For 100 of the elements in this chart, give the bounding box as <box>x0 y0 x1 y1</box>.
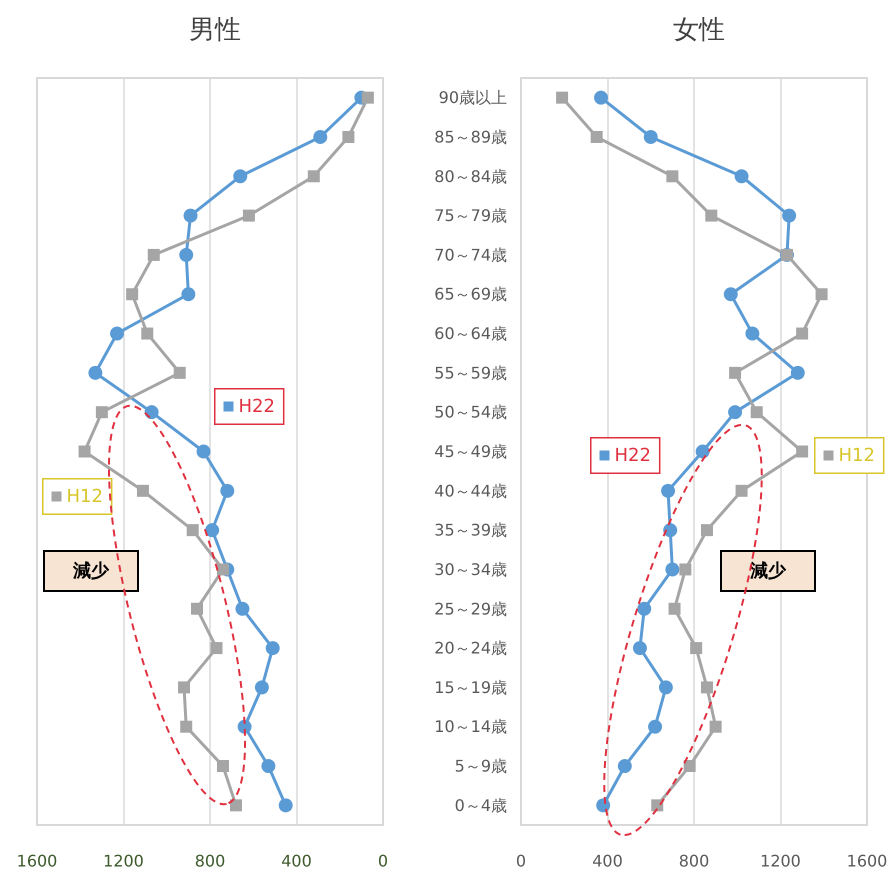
point <box>632 641 647 656</box>
x-tick-label: 800 <box>678 852 710 870</box>
y-tick-label: 20～24歳 <box>434 638 507 658</box>
point <box>736 484 748 497</box>
point <box>710 720 722 733</box>
legend-label: H12 <box>838 445 875 466</box>
point <box>796 446 808 458</box>
point <box>141 328 154 340</box>
point <box>705 210 718 222</box>
point <box>184 208 198 223</box>
y-tick-label: 60～64歳 <box>434 324 507 344</box>
y-tick-label: 35～39歳 <box>434 520 507 540</box>
point <box>590 130 603 143</box>
point <box>181 287 196 302</box>
legend-label: H22 <box>614 445 651 466</box>
x-tick-label: 1200 <box>760 852 801 870</box>
point <box>594 90 608 105</box>
point <box>690 642 702 654</box>
legend-label: H22 <box>238 396 275 417</box>
x-tick-label: 800 <box>194 852 226 870</box>
point <box>665 562 680 576</box>
point <box>205 523 220 538</box>
point <box>816 288 828 300</box>
y-tick-label: 40～44歳 <box>434 481 507 500</box>
y-tick-label: 55～59歳 <box>434 363 507 382</box>
point <box>186 524 199 536</box>
point <box>96 406 108 418</box>
point <box>696 444 710 458</box>
x-tick-label: 400 <box>281 852 312 870</box>
point <box>254 680 269 694</box>
point <box>556 92 568 104</box>
chart-title: 女性 <box>673 15 725 45</box>
point <box>191 602 204 615</box>
point <box>233 169 248 184</box>
y-tick-label: 65～69歳 <box>434 284 507 304</box>
point <box>88 366 102 380</box>
y-tick-label: 10～14歳 <box>434 717 507 736</box>
point <box>729 366 742 379</box>
chart-title: 男性 <box>189 15 241 45</box>
point <box>666 170 678 182</box>
point <box>796 328 808 340</box>
point <box>362 92 374 104</box>
point <box>148 248 160 261</box>
point <box>637 602 652 616</box>
y-tick-label: 70～74歳 <box>434 245 507 264</box>
point <box>78 446 91 458</box>
point <box>178 681 190 694</box>
point <box>110 326 124 341</box>
point <box>644 130 658 144</box>
point <box>790 366 805 380</box>
x-tick-label: 1200 <box>103 852 144 870</box>
point <box>700 524 713 536</box>
point <box>261 759 276 774</box>
point <box>235 602 250 616</box>
point <box>728 405 742 420</box>
y-tick-label: 15～19歳 <box>434 678 507 697</box>
point <box>179 248 194 262</box>
point <box>700 681 713 694</box>
point <box>196 444 211 458</box>
y-tick-label: 75～79歳 <box>434 206 507 226</box>
y-tick-label: 0～4歳 <box>454 796 507 815</box>
point <box>663 523 678 538</box>
x-tick-label: 0 <box>378 852 388 870</box>
point <box>266 641 280 656</box>
point <box>313 130 328 144</box>
y-tick-label: 85～89歳 <box>434 127 507 146</box>
point <box>216 563 229 576</box>
point <box>220 484 234 498</box>
point <box>782 208 796 223</box>
point <box>342 130 354 143</box>
point <box>661 484 676 498</box>
point <box>230 799 242 812</box>
y-tick-label: 90歳以上 <box>438 88 507 108</box>
point <box>734 169 749 184</box>
point <box>745 326 760 341</box>
point <box>648 720 662 734</box>
point <box>684 760 696 772</box>
x-tick-label: 0 <box>516 852 526 870</box>
point <box>174 366 186 379</box>
y-tick-label: 25～29歳 <box>434 599 507 618</box>
point <box>750 406 763 418</box>
y-tick-label: 5～9歳 <box>454 756 507 776</box>
point <box>126 288 138 300</box>
y-tick-label: 80～84歳 <box>434 166 507 186</box>
y-tick-label: 50～54歳 <box>434 402 507 422</box>
point <box>724 287 738 302</box>
point <box>278 798 293 812</box>
point <box>216 760 229 772</box>
legend-label: H12 <box>66 486 103 507</box>
y-tick-label: 30～34歳 <box>434 560 507 579</box>
point <box>136 484 149 497</box>
point <box>658 680 673 694</box>
x-tick-label: 400 <box>592 852 623 870</box>
point <box>308 170 320 182</box>
annotation: 減少 <box>72 560 110 582</box>
point <box>242 210 255 222</box>
annotation: 減少 <box>749 560 787 582</box>
point <box>668 602 681 615</box>
point <box>679 563 692 576</box>
point <box>210 642 222 654</box>
